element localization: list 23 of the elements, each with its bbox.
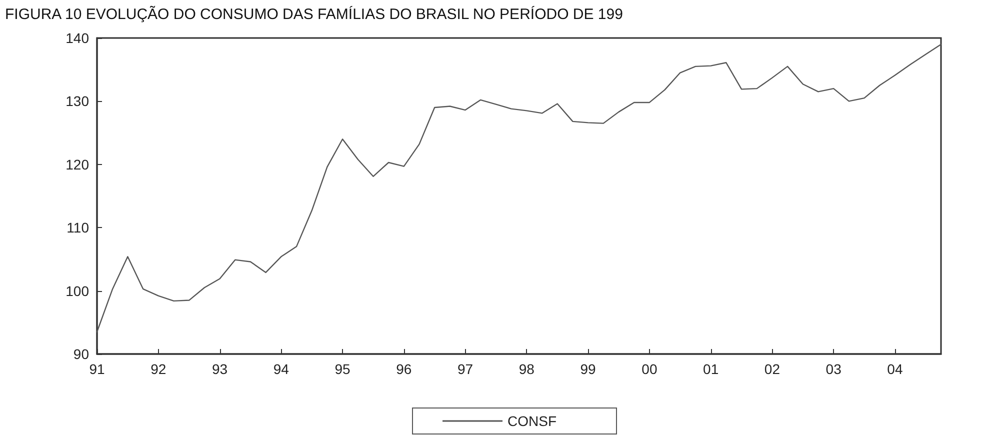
y-tick-label: 100 [66,282,90,299]
chart-title: FIGURA 10 EVOLUÇÃO DO CONSUMO DAS FAMÍLIAS DO BRASIL NO PERÍODO DE 199 [5,5,623,23]
x-tick-label: 00 [642,361,658,377]
x-tick-label: 96 [396,361,412,377]
x-tick-label: 03 [826,361,842,377]
y-tick-label: 140 [66,30,90,46]
x-tick-label: 97 [458,361,474,377]
x-tick-label: 93 [212,361,228,377]
x-tick-label: 01 [703,361,719,377]
legend-label: CONSF [508,413,556,429]
x-tick-label: 95 [334,361,351,377]
line-series [96,44,942,332]
x-tick-label: 98 [518,361,535,377]
x-tick-label: 04 [887,361,903,377]
x-tick-label: 02 [764,361,780,377]
x-tick-label: 92 [150,361,166,377]
y-tick-label: 120 [66,156,90,172]
x-tick-label: 94 [273,361,290,377]
y-tick-label: 110 [66,220,90,236]
y-tick-label: 130 [66,93,90,110]
x-tick-label: 91 [89,361,105,377]
y-tick-label: 90 [73,346,90,362]
x-tick-label: 99 [580,361,596,377]
